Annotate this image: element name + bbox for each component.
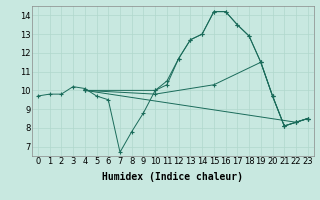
X-axis label: Humidex (Indice chaleur): Humidex (Indice chaleur) bbox=[102, 172, 243, 182]
